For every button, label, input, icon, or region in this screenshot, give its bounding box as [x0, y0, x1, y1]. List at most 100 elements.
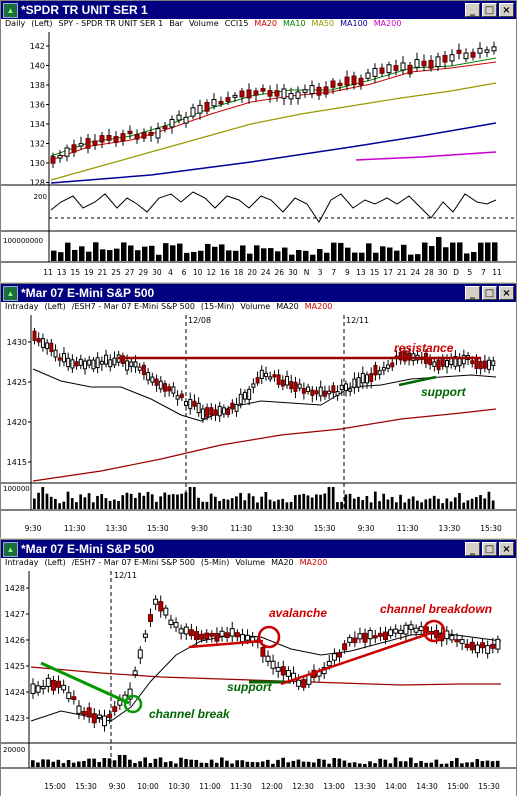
candle-body [490, 643, 496, 649]
x-axis-label: 12 [206, 268, 216, 277]
x-axis-label: 13 [57, 268, 67, 277]
x-axis-label: 15:30 [314, 524, 336, 533]
close-button[interactable]: × [499, 3, 514, 17]
candle-body [113, 136, 119, 143]
candle-body [158, 380, 163, 390]
support-annotation: support [227, 680, 272, 694]
channel-break-annotation: channel break [149, 707, 230, 721]
candle-body [436, 359, 441, 371]
volume-bar [87, 493, 91, 509]
es15-window-titlebar[interactable]: ▲ *Mar 07 E-Mini S&P 500 _ □ × [1, 284, 516, 302]
candle-body [141, 364, 146, 376]
volume-bar [479, 495, 482, 509]
volume-bar [41, 487, 45, 509]
volume-tick-label: 20000 [3, 746, 25, 754]
candle-body [474, 644, 480, 654]
volume-bar [483, 498, 487, 509]
maximize-button[interactable]: □ [482, 3, 497, 17]
volume-bar [495, 760, 500, 767]
volume-bar [282, 247, 288, 261]
volume-bar [424, 499, 428, 509]
volume-bar [310, 254, 316, 261]
minimize-button[interactable]: _ [465, 542, 480, 556]
price-tick-label: 134 [30, 120, 45, 129]
candle-body [274, 90, 280, 97]
x-axis-label: 27 [125, 268, 135, 277]
channel-break-trendline [40, 661, 130, 705]
x-axis-label: 15:30 [480, 524, 502, 533]
candle-body [281, 88, 287, 99]
candle-body [175, 395, 180, 400]
candle-body [179, 393, 184, 399]
volume-bar [365, 496, 369, 509]
candle-body [168, 619, 174, 625]
candle-body [226, 408, 231, 415]
volume-bar [128, 245, 134, 261]
candle-body [379, 67, 385, 74]
candle-body [331, 385, 336, 393]
candle-body [246, 89, 252, 99]
volume-bar [315, 494, 318, 509]
x-axis-label: 13:30 [354, 782, 376, 791]
volume-bar [378, 758, 382, 767]
volume-bar [45, 493, 49, 509]
volume-bar [125, 492, 129, 509]
chart-app-icon: ▲ [3, 541, 18, 557]
candle-body [372, 67, 378, 77]
volume-bar [226, 499, 230, 509]
volume-bar [298, 494, 301, 509]
candle-body [120, 133, 126, 142]
volume-bar [209, 493, 213, 509]
volume-bar [171, 494, 175, 509]
volume-bar [133, 763, 137, 767]
minimize-button[interactable]: _ [465, 3, 480, 17]
volume-bar [266, 759, 270, 767]
ma20-legend: MA20 [271, 558, 294, 567]
candle-body [310, 389, 315, 396]
volume-bar [487, 491, 491, 509]
x-axis-label: 25 [111, 268, 121, 277]
candle-body [134, 134, 140, 140]
candle-body [330, 80, 336, 88]
volume-bar [419, 761, 423, 767]
candle-body [265, 655, 271, 662]
spy-window-titlebar[interactable]: ▲ *SPDR TR UNIT SER 1 _ □ × [1, 1, 516, 19]
volume-bar [240, 760, 245, 767]
volume-bar [357, 763, 362, 767]
x-axis-label: 11 [43, 268, 53, 277]
volume-bar [70, 498, 74, 509]
es5-price-panel[interactable]: 1428 1427 1426 1425 1424 1423 12/11 20000 15:… [1, 571, 516, 796]
maximize-button[interactable]: □ [482, 542, 497, 556]
volume-bar [230, 763, 234, 767]
candle-body [400, 62, 406, 71]
volume-bar [449, 761, 454, 767]
x-axis-label: 9:30 [109, 782, 126, 791]
volume-bar [197, 497, 200, 509]
maximize-button[interactable]: □ [482, 286, 497, 300]
volume-bar [464, 253, 470, 261]
es15-price-panel[interactable]: 1430 1425 1420 1415 12/08 12/11 100000 9:30… [1, 315, 516, 538]
close-button[interactable]: × [499, 542, 514, 556]
x-axis-label: 11:30 [230, 524, 252, 533]
minimize-button[interactable]: _ [465, 286, 480, 300]
candle-body [56, 680, 62, 688]
x-axis-label: 30 [152, 268, 162, 277]
candle-body [297, 383, 302, 389]
es5-window-titlebar[interactable]: ▲ *Mar 07 E-Mini S&P 500 _ □ × [1, 540, 516, 558]
volume-bar [303, 250, 309, 261]
candle-body [85, 138, 91, 149]
volume-bar [192, 487, 196, 509]
candle-body [444, 630, 450, 640]
volume-bar [205, 501, 209, 509]
candle-body [326, 660, 332, 667]
close-button[interactable]: × [499, 286, 514, 300]
volume-bar [289, 501, 293, 509]
volume-bar [441, 503, 444, 509]
candle-body [289, 381, 294, 390]
candle-body [477, 47, 483, 54]
candle-body [158, 601, 164, 612]
volume-bar [245, 761, 250, 767]
volume-bar [230, 498, 234, 509]
volume-bar [222, 498, 226, 509]
